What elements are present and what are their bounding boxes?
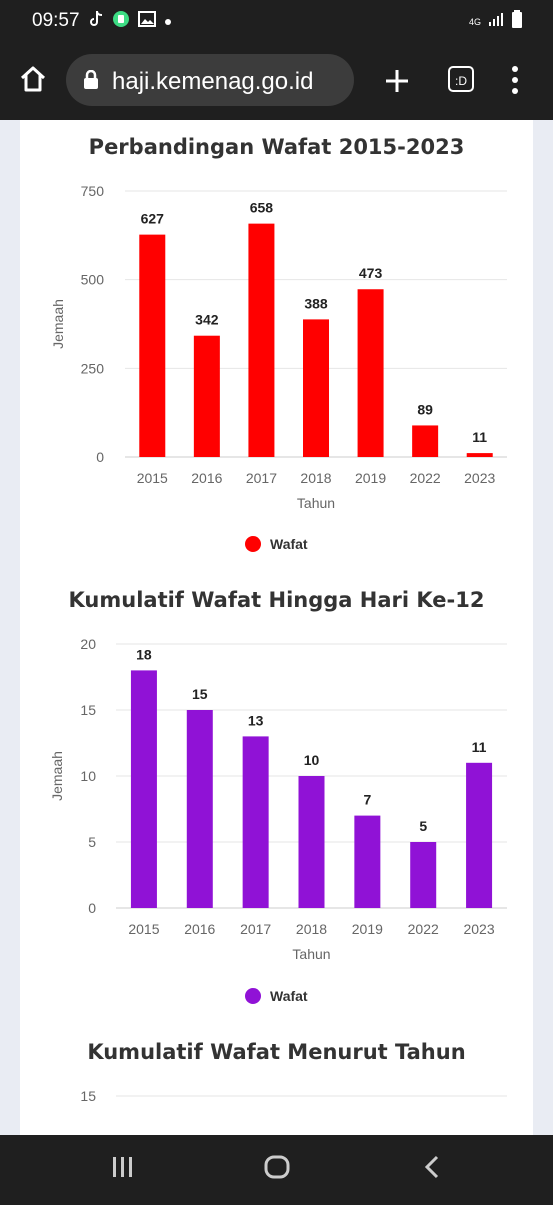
tab-switcher-button[interactable]: :D [448, 66, 474, 92]
data-label: 388 [304, 295, 328, 311]
x-tick-label: 2017 [246, 470, 277, 486]
web-page: Perbandingan Wafat 2015-2023 750 500 250 0 J… [0, 120, 553, 1135]
legend-marker [245, 536, 261, 552]
lock-icon [83, 69, 99, 95]
x-tick-label: 2022 [410, 470, 441, 486]
y-tick-label: 250 [81, 360, 105, 376]
data-label: 7 [363, 792, 371, 808]
bar[interactable] [466, 762, 493, 908]
content-card [20, 120, 533, 1135]
chart-1: 750 500 250 0 Jemaah 627 2015 342 2016 658 2017 388… [50, 183, 507, 552]
data-label: 15 [192, 686, 208, 702]
data-label: 627 [141, 211, 165, 227]
data-label: 11 [472, 429, 487, 445]
chart-title-1: Perbandingan Wafat 2015-2023 [88, 135, 465, 159]
bar[interactable] [193, 335, 220, 457]
bar[interactable] [357, 289, 384, 457]
x-tick-label: 2016 [191, 470, 222, 486]
bar[interactable] [303, 319, 329, 457]
tiktok-icon [88, 10, 104, 33]
new-tab-button[interactable] [380, 64, 414, 98]
data-label: 5 [419, 818, 427, 834]
legend[interactable]: Wafat [245, 536, 308, 552]
data-label: 10 [304, 752, 320, 768]
notification-icons [88, 10, 172, 33]
legend-marker [245, 988, 261, 1004]
bar[interactable] [186, 710, 213, 908]
data-label: 89 [417, 401, 433, 417]
plus-icon [386, 70, 408, 92]
back-icon [424, 1155, 439, 1179]
data-label: 658 [250, 200, 274, 216]
overflow-menu-button[interactable] [506, 62, 524, 98]
legend[interactable]: Wafat [245, 988, 308, 1004]
bar[interactable] [242, 736, 269, 908]
signal-icon [487, 11, 505, 32]
bar[interactable] [130, 670, 157, 908]
bar[interactable] [410, 842, 437, 908]
x-axis-label: Tahun [297, 495, 335, 511]
y-tick-label: 0 [88, 900, 96, 916]
chart-2: 20151050Jemaah18201515201613201710201872… [49, 636, 507, 1004]
bar[interactable] [139, 234, 166, 457]
y-tick-label: 10 [80, 768, 96, 784]
recent-apps-button[interactable] [113, 1157, 132, 1177]
x-tick-label: 2023 [463, 921, 494, 937]
browser-toolbar: haji.kemenag.go.id :D [0, 42, 553, 120]
bar[interactable] [466, 453, 493, 457]
dot-icon [164, 13, 172, 31]
data-label: 11 [472, 739, 487, 755]
y-tick-label: 20 [80, 636, 96, 652]
data-label: 18 [136, 646, 152, 662]
y-tick-label: 5 [88, 834, 96, 850]
bar[interactable] [412, 425, 439, 457]
x-tick-label: 2019 [352, 921, 383, 937]
gallery-icon [138, 11, 156, 32]
app-notification-icon [112, 10, 130, 33]
y-tick-label: 0 [96, 449, 104, 465]
x-tick-label: 2018 [296, 921, 327, 937]
url-text: haji.kemenag.go.id [112, 68, 314, 95]
home-circle-icon [264, 1155, 290, 1179]
x-axis-label: Tahun [292, 946, 330, 962]
address-bar[interactable]: haji.kemenag.go.id [66, 54, 354, 106]
legend-label: Wafat [270, 988, 308, 1004]
battery-icon [511, 10, 523, 33]
y-axis-label: Jemaah [49, 751, 65, 801]
bar[interactable] [354, 815, 381, 908]
x-tick-label: 2015 [128, 921, 159, 937]
more-vert-icon [512, 66, 518, 94]
x-tick-label: 2016 [184, 921, 215, 937]
chart-3: 15 [80, 1088, 507, 1104]
x-tick-label: 2015 [137, 470, 168, 486]
y-tick-label: 750 [81, 183, 105, 199]
home-icon [20, 66, 46, 92]
x-tick-label: 2023 [464, 470, 495, 486]
system-icons: 4G [469, 10, 523, 33]
x-tick-label: 2018 [300, 470, 331, 486]
data-label: 342 [195, 312, 219, 328]
bar[interactable] [248, 223, 275, 457]
legend-label: Wafat [270, 536, 308, 552]
navigation-bar [0, 1135, 553, 1200]
bar[interactable] [298, 776, 325, 908]
y-tick-label: 500 [81, 272, 105, 288]
data-label: 473 [359, 265, 383, 281]
status-bar: 09:57 4G [0, 0, 553, 42]
y-tick-label: 15 [80, 702, 96, 718]
chart-title-3: Kumulatif Wafat Menurut Tahun [87, 1040, 466, 1064]
y-tick-label: 15 [80, 1088, 96, 1104]
back-button[interactable] [424, 1155, 439, 1179]
home-nav-button[interactable] [264, 1155, 290, 1179]
recent-apps-icon [113, 1157, 116, 1177]
x-tick-label: 2017 [240, 921, 271, 937]
status-time: 09:57 [32, 10, 80, 31]
network-type-label: 4G [468, 16, 481, 27]
home-button[interactable] [16, 62, 50, 96]
x-tick-label: 2019 [355, 470, 386, 486]
x-tick-label: 2022 [408, 921, 439, 937]
chart-title-2: Kumulatif Wafat Hingga Hari Ke-12 [68, 588, 485, 612]
y-axis-label: Jemaah [50, 299, 66, 349]
data-label: 13 [248, 712, 264, 728]
